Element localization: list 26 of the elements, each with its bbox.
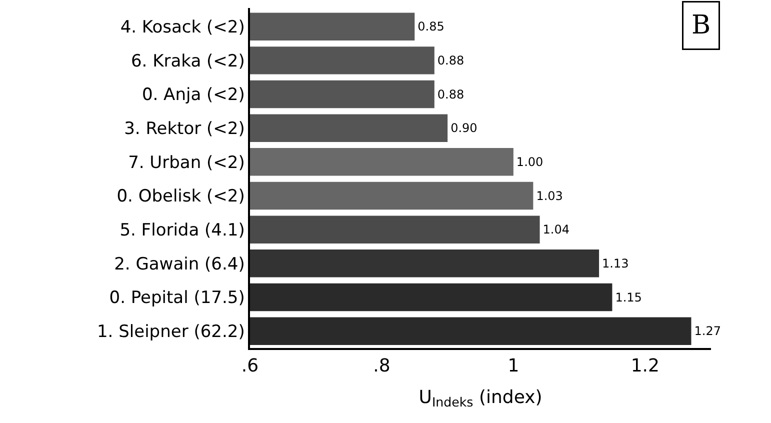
data-label: 1.03 (536, 188, 563, 203)
data-label: 0.85 (418, 20, 444, 34)
data-label: 1.13 (602, 256, 629, 270)
data-label: 0.88 (437, 87, 464, 102)
annotation: B (692, 10, 711, 40)
data-label: 0.88 (437, 53, 464, 68)
y-tick-label: 3. Rektor (<2) (124, 119, 245, 140)
y-tick-label: 5. Florida (4.1) (120, 220, 245, 241)
x-tick-label: 1 (508, 355, 520, 376)
y-tick-label: 2. Gawain (6.4) (114, 254, 245, 274)
y-tick-label: 4. Kosack (<2) (120, 18, 245, 38)
x-tick-label: 1.2 (630, 355, 660, 376)
y-tick-label: 7. Urban (<2) (128, 152, 245, 173)
x-tick-label: .8 (373, 355, 390, 376)
y-tick-label: 0. Obelisk (<2) (116, 186, 245, 207)
data-label: 1.15 (615, 290, 642, 304)
x-tick-label: .6 (241, 355, 259, 376)
data-label: 1.04 (542, 222, 570, 237)
y-tick-label: 6. Kraka (<2) (130, 51, 245, 72)
x-axis-title: U$_{Indeks}$ (index) (418, 386, 542, 410)
data-label: 1.27 (694, 324, 721, 338)
data-label: 0.90 (450, 121, 478, 136)
data-label: 1.00 (516, 154, 544, 169)
y-tick-label: 0. Pepital (17.5) (109, 288, 245, 308)
y-tick-label: 0. Anja (<2) (142, 85, 245, 106)
y-tick-label: 1. Sleipner (62.2) (96, 322, 245, 342)
